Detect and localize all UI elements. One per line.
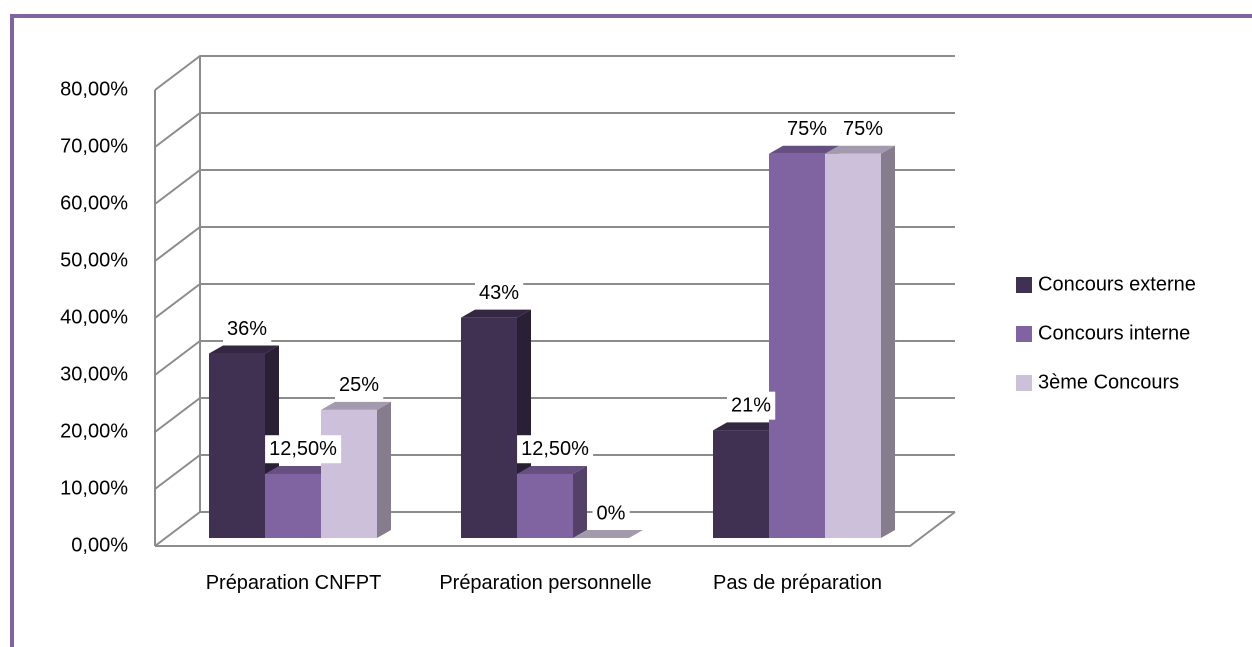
grid-line — [154, 397, 955, 433]
data-label: 75% — [843, 118, 883, 140]
data-label-bg — [222, 314, 272, 343]
bar — [517, 465, 587, 538]
y-tick-label: 0,00% — [71, 534, 128, 556]
frame-top — [12, 14, 1252, 18]
bar-top — [209, 345, 279, 354]
data-label: 75% — [787, 118, 827, 140]
y-tick-label: 40,00% — [60, 306, 128, 328]
grid-line — [154, 283, 955, 319]
data-label-bg — [474, 278, 524, 307]
data-label-bg — [592, 499, 630, 528]
data-label-bg — [782, 114, 832, 143]
bar-side — [573, 465, 587, 538]
legend-label: 3ème Concours — [1038, 371, 1179, 393]
data-label: 12,50% — [269, 438, 337, 460]
y-tick-label: 20,00% — [60, 420, 128, 442]
y-tick-label: 30,00% — [60, 363, 128, 385]
data-label-bg — [726, 391, 776, 420]
grid-line — [154, 226, 955, 262]
data-label-bg — [265, 435, 342, 464]
legend-label: Concours externe — [1038, 273, 1196, 295]
grid-line — [154, 169, 955, 205]
legend-swatch — [1016, 375, 1032, 391]
y-tick-label: 10,00% — [60, 477, 128, 499]
frame-left — [10, 14, 14, 647]
bar-top — [713, 422, 783, 431]
grid-line — [154, 340, 955, 376]
bar-front — [209, 353, 265, 538]
bar-side — [377, 401, 391, 538]
legend-swatch — [1016, 277, 1032, 293]
grid-line — [154, 112, 955, 148]
y-tick-label: 60,00% — [60, 192, 128, 214]
x-tick-label: Pas de préparation — [712, 572, 882, 594]
floor — [155, 511, 956, 547]
bar — [573, 530, 643, 538]
data-label: 36% — [227, 318, 267, 340]
bar-top — [461, 309, 531, 318]
bar-front — [517, 473, 573, 538]
grid-line — [154, 55, 955, 91]
bar-top — [769, 145, 839, 154]
data-label: 0% — [597, 502, 626, 524]
y-tick-label: 50,00% — [60, 249, 128, 271]
y-tick-label: 70,00% — [60, 135, 128, 157]
data-label-bg — [334, 371, 384, 400]
bar-front — [825, 153, 881, 538]
data-label: 25% — [339, 374, 379, 396]
bar-top — [321, 401, 391, 410]
bar-front — [769, 153, 825, 538]
data-label: 21% — [731, 395, 771, 417]
data-label-bg — [838, 114, 888, 143]
bar-side — [881, 145, 895, 538]
x-tick-label: Préparation personnelle — [439, 572, 652, 594]
data-label: 12,50% — [521, 438, 589, 460]
x-tick-label: Préparation CNFPT — [205, 572, 382, 594]
bar-top — [517, 465, 587, 474]
bar-front — [265, 473, 321, 538]
bar — [321, 401, 391, 538]
data-label: 43% — [479, 282, 519, 304]
y-tick-label: 80,00% — [60, 78, 128, 100]
bar-front — [321, 409, 377, 538]
bar-top — [825, 145, 895, 154]
grid-line — [154, 511, 955, 547]
data-label-bg — [517, 435, 594, 464]
bar-top — [265, 465, 335, 474]
legend-swatch — [1016, 326, 1032, 342]
bar-top — [573, 530, 643, 538]
bar — [825, 145, 895, 538]
bar-front — [713, 430, 769, 538]
grid-line — [154, 454, 955, 490]
bar-front — [461, 317, 517, 538]
legend-label: Concours interne — [1038, 322, 1190, 344]
